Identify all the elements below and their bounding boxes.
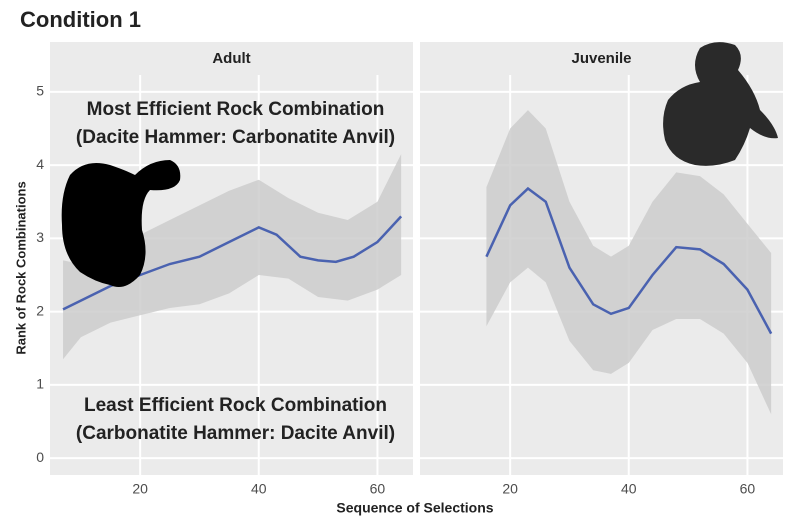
annotation: (Carbonatite Hammer: Dacite Anvil) bbox=[76, 423, 395, 444]
confidence-band bbox=[486, 110, 772, 415]
x-tick-label: 20 bbox=[132, 481, 148, 497]
smooth-line bbox=[485, 186, 773, 335]
annotation: (Dacite Hammer: Carbonatite Anvil) bbox=[76, 127, 395, 148]
adult-chimp-silhouette bbox=[61, 160, 181, 288]
x-tick-label: 60 bbox=[740, 481, 756, 497]
y-tick-label: 3 bbox=[36, 229, 44, 245]
panel-title: Juvenile bbox=[571, 50, 631, 67]
silhouette bbox=[61, 160, 181, 288]
x-axis-label: Sequence of Selections bbox=[336, 500, 493, 516]
x-tick-label: 60 bbox=[370, 481, 386, 497]
juvenile-chimp-photo bbox=[663, 42, 778, 166]
x-tick-label: 40 bbox=[621, 481, 637, 497]
y-tick-label: 1 bbox=[36, 376, 44, 392]
x-tick-label: 20 bbox=[502, 481, 518, 497]
y-tick-label: 2 bbox=[36, 302, 44, 318]
silhouette bbox=[663, 42, 778, 166]
y-axis-label: Rank of Rock Combinations bbox=[13, 181, 28, 354]
y-tick-label: 4 bbox=[36, 156, 44, 172]
annotation: Least Efficient Rock Combination bbox=[84, 395, 387, 416]
y-tick-label: 0 bbox=[36, 449, 44, 465]
confidence-band bbox=[63, 154, 402, 360]
chart-title: Condition 1 bbox=[20, 7, 141, 32]
x-tick-label: 40 bbox=[251, 481, 267, 497]
y-tick-label: 5 bbox=[36, 83, 44, 99]
annotation: Most Efficient Rock Combination bbox=[87, 99, 385, 120]
panel-title: Adult bbox=[212, 50, 250, 67]
